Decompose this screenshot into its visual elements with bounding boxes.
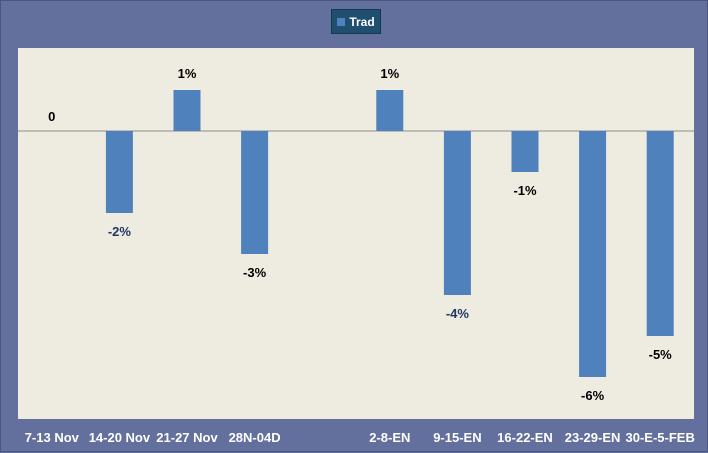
x-tick-label: 21-27 Nov [156,430,218,445]
data-label: -3% [243,265,267,280]
legend-swatch [337,17,346,26]
x-tick-label: 7-13 Nov [25,430,80,445]
data-label: -1% [513,183,537,198]
data-label: -5% [649,347,673,362]
x-tick-label: 28N-04D [229,430,281,445]
legend-label: Trad [349,14,375,29]
bar [376,90,404,131]
x-tick-label: 16-22-EN [497,430,553,445]
bar [646,131,674,336]
bar [579,131,607,377]
bar [105,131,133,213]
x-tick-label: 23-29-EN [565,430,621,445]
x-tick-label: 30-E-5-FEB [626,430,695,445]
data-label: 0 [48,109,55,124]
data-label: 1% [178,66,197,81]
x-tick-label: 2-8-EN [369,430,410,445]
bar [511,131,539,172]
bar [173,90,201,131]
bar [443,131,471,295]
data-label: -4% [446,306,470,321]
data-label: -2% [108,224,132,239]
x-tick-label: 14-20 Nov [89,430,151,445]
data-label: -6% [581,388,605,403]
data-label: 1% [380,66,399,81]
legend: Trad [331,9,381,34]
bar [241,131,269,254]
x-tick-label: 9-15-EN [433,430,481,445]
